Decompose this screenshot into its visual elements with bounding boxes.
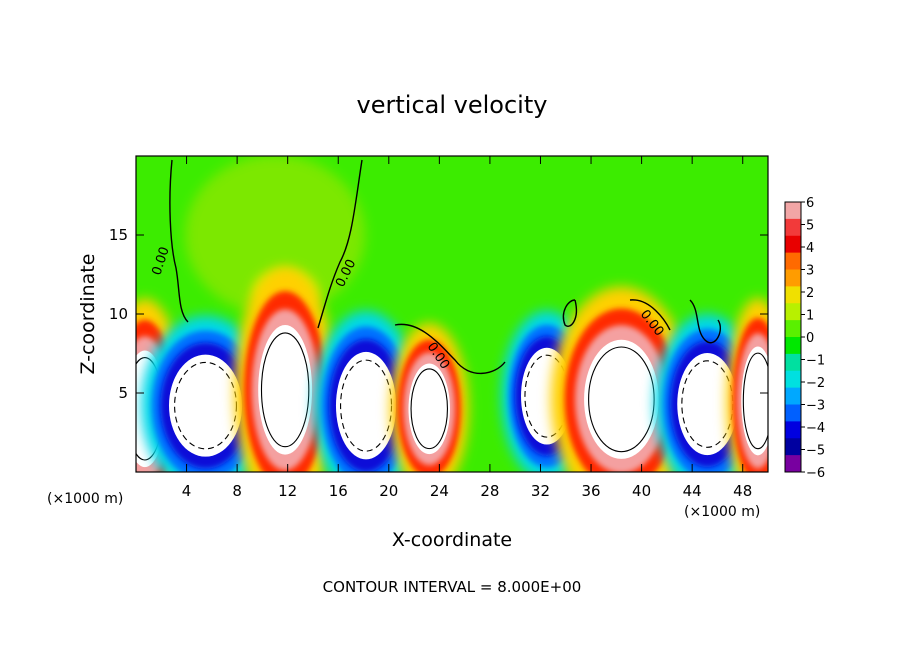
cell-ring [741,346,768,456]
x-tick-label: 20 [379,482,398,500]
x-tick-label: 4 [182,482,192,500]
colorbar-tick-label: −4 [806,421,825,436]
colorbar-swatch [785,202,801,220]
cell-ring [335,351,397,460]
colorbar-tick-label: 4 [806,241,814,256]
cell-contour-line [742,352,768,450]
x-tick-label: 12 [278,482,297,500]
colorbar-swatch [785,353,801,372]
x-tick-label: 44 [683,482,702,500]
cell-contour-line [410,368,448,450]
colorbar-swatch [785,269,801,287]
colorbar-swatch [785,455,801,473]
velocity-cell-up [234,267,337,472]
cell-contour-line [588,346,655,453]
x-tick-label: 24 [430,482,449,500]
zero-contour-line [394,323,506,375]
upper-warm-plume [185,156,365,315]
zero-contour-line [689,299,722,344]
cell-ring [258,325,313,455]
colorbar-swatch [785,320,801,338]
x-axis: 4 8 12 16 20 24 28 32 36 40 44 48 [182,156,752,500]
colorbar-swatch [785,387,801,405]
cell-ring [168,354,243,457]
y-tick-label: 15 [109,226,128,244]
cell-ring [677,353,738,456]
colorbar-tick-label: 6 [806,196,814,211]
x-unit-label: (×1000 m) [684,504,760,520]
colorbar-tick-label: 5 [806,219,814,234]
zero-contour-line [629,299,671,331]
z-unit-label: (×1000 m) [47,491,123,507]
colorbar-tick-label: 2 [806,286,814,301]
zero-contour-line [169,159,189,323]
colorbar-tick-label: −2 [806,376,825,391]
colorbar-swatch [785,235,801,254]
x-tick-label: 32 [531,482,550,500]
colorbar-swatch [785,421,801,439]
colorbar-tick-label: −6 [806,466,825,481]
colorbar-swatch [785,404,801,422]
x-tick-label: 48 [733,482,752,500]
colorbar-swatch [785,252,801,270]
x-tick-label: 40 [632,482,651,500]
colorbar-swatch [785,370,801,389]
colorbar-tick-label: 3 [806,264,814,279]
x-tick-label: 36 [581,482,600,500]
colorbar-swatch [785,218,801,237]
x-tick-label: 8 [232,482,242,500]
colorbar: 6 5 4 3 2 1 0 −1 −2 −3 −4 −5 −6 [784,196,825,481]
colorbar-swatch [785,337,801,355]
x-axis-title: X-coordinate [392,529,512,551]
chart-title: vertical velocity [357,91,548,119]
colorbar-swatch [785,286,801,304]
y-axis-title: Z-coordinate [77,254,99,375]
colorbar-swatch [785,303,801,321]
velocity-cell-up [390,323,469,472]
zero-contour-line [317,159,363,329]
cell-contour-line [260,332,310,448]
zero-contours [169,159,722,375]
velocity-cells [136,267,768,472]
contour-interval-footer: CONTOUR INTERVAL = 8.000E+00 [323,578,582,596]
cell-ring [408,363,450,455]
plot-area [136,156,768,472]
velocity-cell-up [726,298,768,472]
colorbar-tick-label: 0 [806,331,814,346]
colorbar-tick-label: −3 [806,399,825,414]
x-tick-label: 28 [480,482,499,500]
x-tick-label: 16 [329,482,348,500]
y-axis: 5 10 15 [109,226,768,402]
colorbar-tick-label: −1 [806,354,825,369]
cell-ring [584,339,659,459]
zero-contour-line [562,299,577,327]
y-tick-label: 5 [118,384,128,402]
colorbar-swatch [785,438,801,456]
colorbar-tick-label: −5 [806,444,825,459]
colorbar-tick-label: 1 [806,309,814,324]
y-tick-label: 10 [109,305,128,323]
